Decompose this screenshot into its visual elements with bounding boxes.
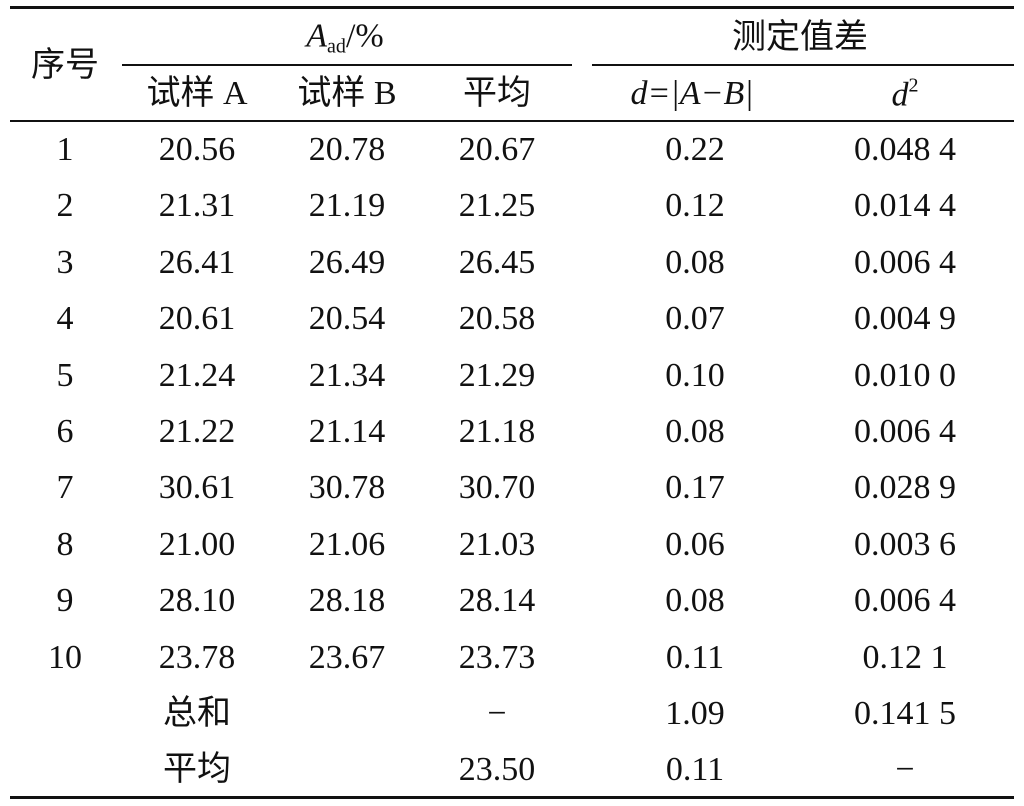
cell-sample-a: 23.78 (158, 638, 236, 676)
aad-suffix: /% (345, 17, 384, 55)
header-aad: Aad/% (306, 17, 384, 58)
header-rule (10, 120, 1014, 122)
header-d: d=|A−B| (630, 75, 754, 112)
cell-sample-b: 20.78 (308, 131, 386, 168)
bottom-rule (10, 796, 1014, 799)
cell-sample-b: 20.54 (308, 300, 386, 338)
header-average: 平均 (463, 75, 531, 112)
cell-d: 0.17 (665, 469, 725, 507)
top-rule (10, 6, 1014, 9)
cell-d: 0.12 (665, 187, 725, 225)
cell-d: 0.08 (665, 243, 725, 281)
cell-index: 9 (56, 582, 74, 620)
cell-average: 20.67 (458, 131, 536, 168)
cell-d2: 0.006 4 (854, 413, 956, 450)
cell-d: 0.08 (665, 582, 725, 620)
cell-sample-b: 21.06 (308, 525, 386, 563)
cell-sample-b: 26.49 (308, 243, 386, 281)
header-d2: d2 (892, 76, 919, 113)
summary-d2: − (895, 751, 915, 789)
cell-sample-b: 21.19 (308, 187, 386, 225)
cell-sample-b: 30.78 (308, 469, 386, 507)
cell-d: 0.22 (665, 131, 725, 168)
summary-average: 23.50 (458, 751, 536, 789)
cell-index: 7 (56, 469, 74, 507)
cell-average: 21.03 (458, 525, 536, 563)
cell-average: 26.45 (458, 243, 536, 281)
cell-sample-a: 21.22 (158, 413, 236, 450)
cell-average: 21.18 (458, 413, 536, 450)
cell-index: 4 (56, 300, 74, 338)
cell-average: 23.73 (458, 638, 536, 676)
cell-d2: 0.12 1 (862, 638, 948, 676)
cell-average: 20.58 (458, 300, 536, 338)
aad-sub: ad (327, 35, 346, 58)
cell-d2: 0.006 4 (854, 582, 956, 620)
cell-sample-a: 21.24 (158, 356, 236, 394)
summary-label: 平均 (163, 751, 231, 789)
cell-sample-b: 28.18 (308, 582, 386, 620)
cell-index: 1 (56, 131, 74, 168)
cell-sample-b: 21.34 (308, 356, 386, 394)
cell-sample-a: 20.61 (158, 300, 236, 338)
d2-base: d (891, 76, 909, 114)
aad-rule (122, 64, 572, 66)
cell-sample-b: 21.14 (308, 413, 386, 450)
cell-d: 0.07 (665, 300, 725, 338)
cell-d2: 0.048 4 (854, 131, 956, 168)
cell-sample-a: 21.00 (158, 525, 236, 563)
cell-average: 21.29 (458, 356, 536, 394)
summary-d2: 0.141 5 (854, 695, 956, 732)
cell-d: 0.06 (665, 525, 725, 563)
cell-d: 0.11 (665, 638, 725, 676)
cell-sample-a: 28.10 (158, 582, 236, 620)
summary-average: − (487, 695, 507, 732)
cell-d2: 0.014 4 (854, 187, 956, 225)
d2-sup: 2 (908, 74, 919, 97)
summary-label: 总和 (163, 695, 231, 732)
cell-d2: 0.003 6 (854, 525, 956, 563)
summary-d: 1.09 (665, 695, 725, 732)
cell-sample-a: 21.31 (158, 187, 236, 225)
cell-index: 10 (48, 638, 82, 676)
cell-d2: 0.028 9 (854, 469, 956, 507)
cell-index: 5 (56, 356, 74, 394)
cell-average: 28.14 (458, 582, 536, 620)
header-sample-b: 试样 B (297, 75, 397, 112)
header-diff: 测定值差 (732, 19, 868, 56)
cell-average: 21.25 (458, 187, 536, 225)
cell-d: 0.10 (665, 356, 725, 394)
cell-d2: 0.006 4 (854, 243, 956, 281)
cell-d: 0.08 (665, 413, 725, 450)
cell-index: 8 (56, 525, 74, 563)
cell-sample-a: 26.41 (158, 243, 236, 281)
cell-sample-a: 20.56 (158, 131, 236, 168)
header-index: 序号 (31, 47, 99, 84)
cell-sample-b: 23.67 (308, 638, 386, 676)
cell-index: 2 (56, 187, 74, 225)
header-sample-a: 试样 A (146, 75, 248, 112)
cell-index: 3 (56, 243, 74, 281)
cell-index: 6 (56, 413, 74, 450)
cell-d2: 0.004 9 (854, 300, 956, 338)
diff-rule (592, 64, 1014, 66)
cell-average: 30.70 (458, 469, 536, 507)
cell-sample-a: 30.61 (158, 469, 236, 507)
summary-d: 0.11 (665, 751, 725, 789)
aad-main: A (306, 17, 328, 55)
cell-d2: 0.010 0 (854, 356, 956, 394)
